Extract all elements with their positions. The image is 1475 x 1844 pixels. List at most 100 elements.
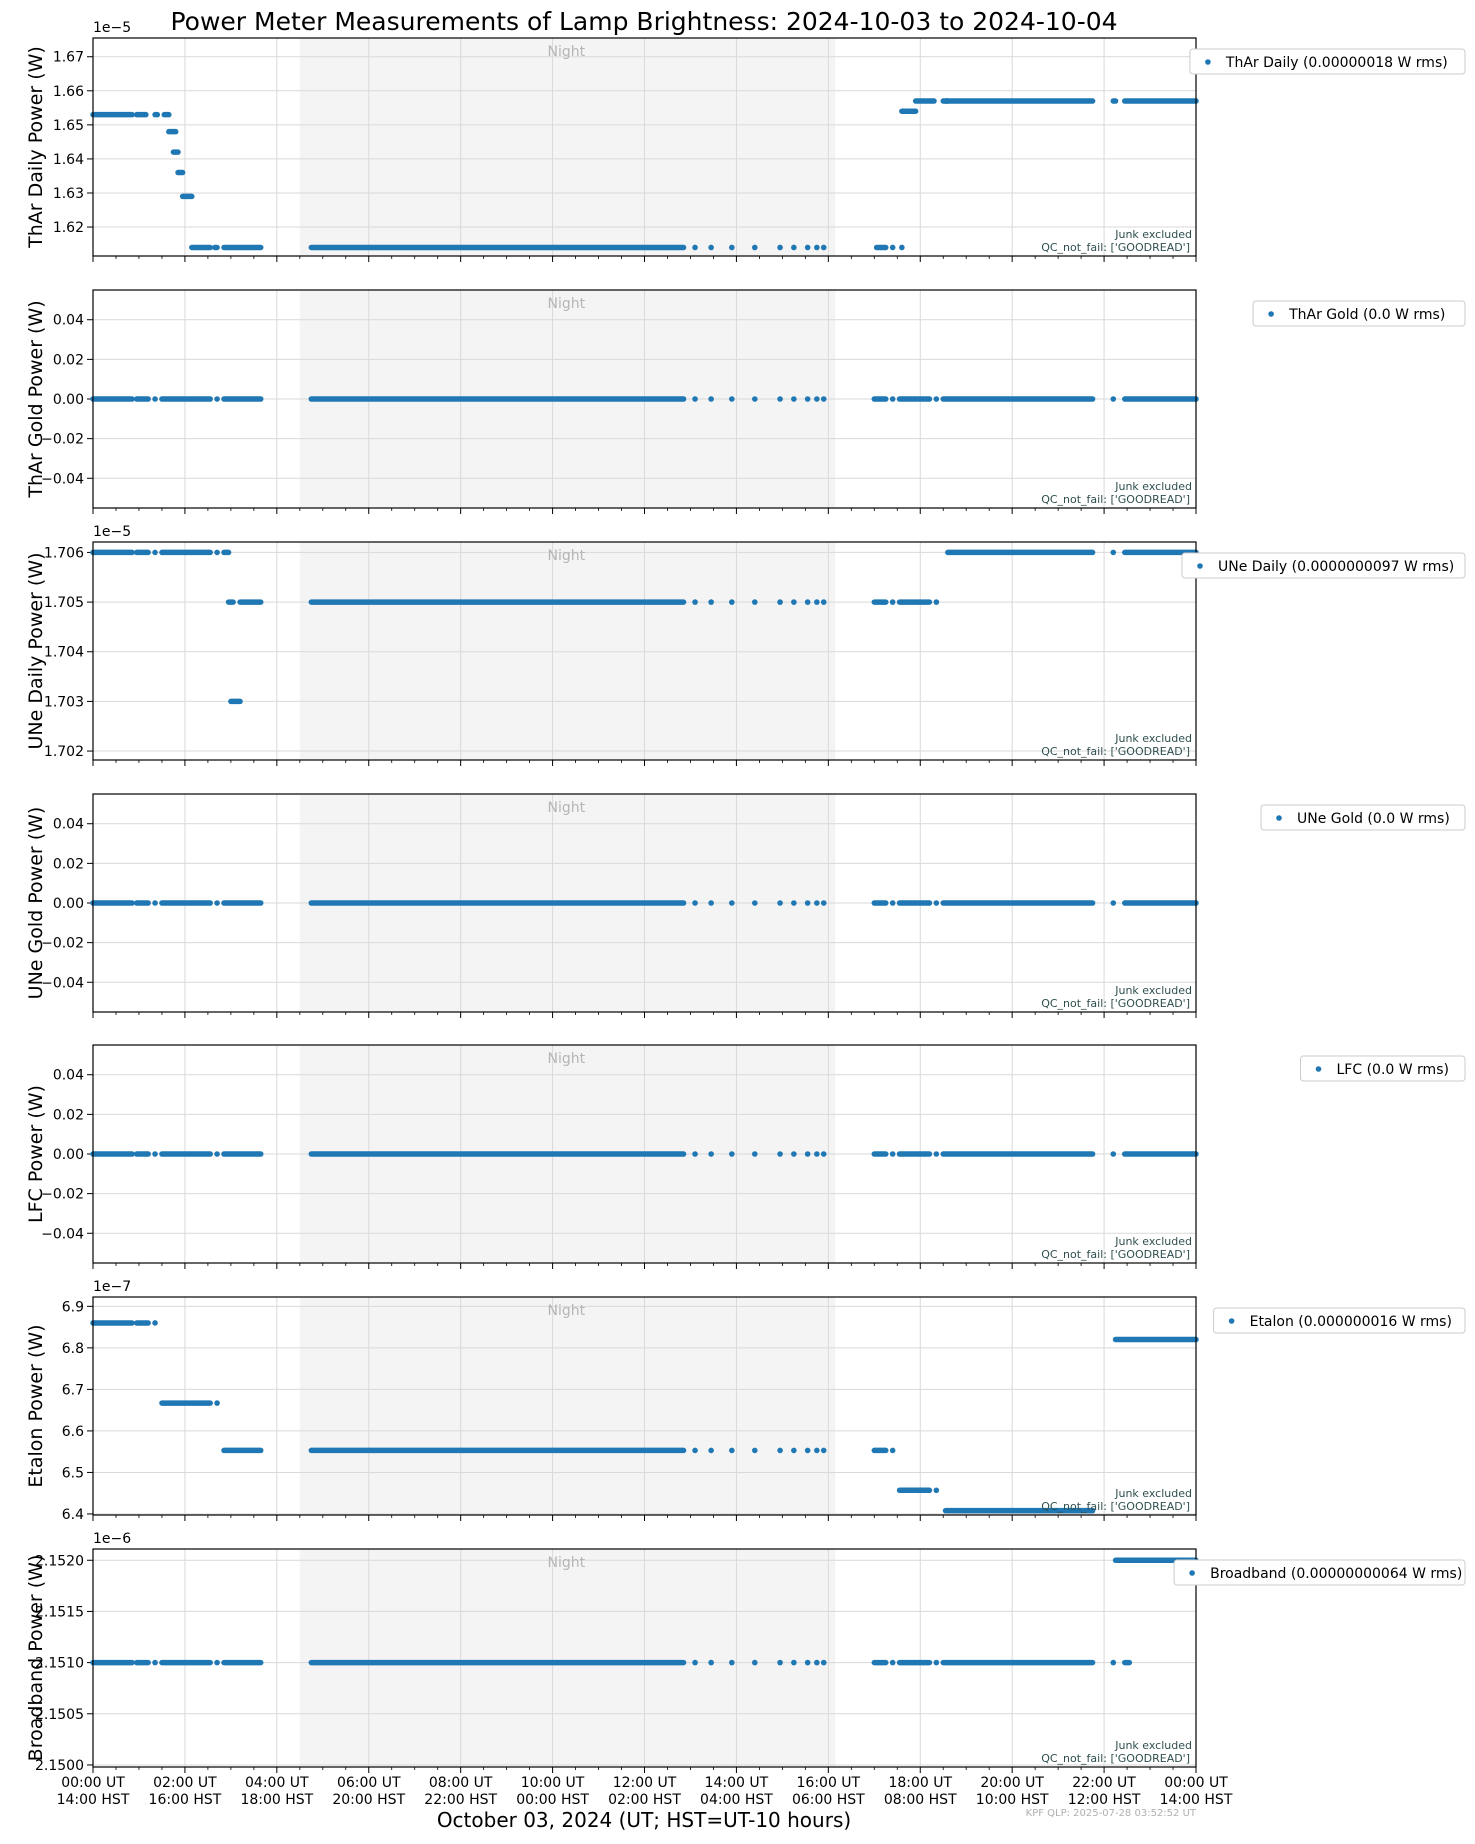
y-axis-multiplier: 1e−5 <box>93 20 131 36</box>
legend-label: UNe Gold (0.0 W rms) <box>1297 811 1450 827</box>
y-tick-label: 6.5 <box>62 1465 84 1481</box>
y-tick-label: −0.04 <box>41 975 84 991</box>
data-point <box>752 900 758 906</box>
y-tick-label: 0.02 <box>53 1107 84 1123</box>
legend-box <box>1181 552 1466 579</box>
junk-excluded-note: Junk excluded <box>1114 1235 1192 1248</box>
legend-box <box>1252 300 1466 327</box>
axes-frame <box>92 1044 1197 1264</box>
y-axis-label: ThAr Daily Power (W) <box>25 46 47 249</box>
night-band <box>299 1549 836 1767</box>
data-point <box>152 900 158 906</box>
axes-frame <box>92 1548 1197 1768</box>
data-point <box>1110 1151 1117 1157</box>
legend-marker <box>1315 1066 1322 1072</box>
legend-marker <box>1228 1318 1235 1324</box>
legend-box <box>1189 48 1466 75</box>
data-point <box>791 1447 797 1454</box>
data-point <box>729 900 735 906</box>
x-tick-label-hst: 22:00 HST <box>424 1792 497 1808</box>
data-point <box>729 396 735 402</box>
x-tick-label-hst: 12:00 HST <box>1068 1792 1141 1808</box>
panels: 1.62 1.63 1.64 1.65 1.66 1.67 Night Junk exclud… <box>25 20 1466 1774</box>
data-point <box>214 549 220 556</box>
x-tick-label-ut: 02:00 UT <box>153 1775 217 1791</box>
legend-marker <box>1268 311 1274 317</box>
data-point <box>791 900 797 906</box>
data-point <box>777 900 783 906</box>
data-point <box>933 1487 940 1494</box>
data-point <box>692 900 698 906</box>
x-tick-label-hst: 18:00 HST <box>240 1792 313 1808</box>
y-tick-label: 6.4 <box>62 1507 84 1523</box>
data-point <box>708 1151 714 1157</box>
legend-label: UNe Daily (0.0000000097 W rms) <box>1218 559 1454 575</box>
x-tick-label-hst: 10:00 HST <box>976 1792 1049 1808</box>
y-tick-label: 1.705 <box>44 595 84 611</box>
y-tick-label: −0.02 <box>41 432 84 448</box>
x-tick-label-ut: 16:00 UT <box>797 1775 861 1791</box>
axes-frame <box>92 1296 1197 1516</box>
data-point <box>152 1659 158 1666</box>
y-tick-label: 0.04 <box>53 817 84 833</box>
x-tick-label-ut: 10:00 UT <box>521 1775 585 1791</box>
panel-4: −0.04 −0.02 0.00 0.02 0.04 Night Junk excluded… <box>25 793 1466 1018</box>
data-point <box>804 396 811 402</box>
data-point <box>820 1447 827 1454</box>
data-point <box>708 396 714 402</box>
data-point <box>152 549 158 556</box>
data-point <box>933 599 940 605</box>
x-tick-label-ut: 06:00 UT <box>337 1775 401 1791</box>
data-point <box>814 1659 820 1666</box>
axes-frame <box>92 289 1197 509</box>
x-tick-label-hst: 16:00 HST <box>149 1792 222 1808</box>
panel-7: 2.1500 2.1505 2.1510 2.1515 2.1520 Night Junk … <box>25 1531 1466 1774</box>
night-label: Night <box>548 1303 586 1319</box>
data-point <box>791 244 797 251</box>
y-axis-label: ThAr Gold Power (W) <box>25 300 47 498</box>
qc-filter-note: QC_not_fail: ['GOODREAD'] <box>1041 493 1190 506</box>
data-point <box>889 244 896 251</box>
y-tick-label: 2.1520 <box>35 1553 84 1569</box>
data-point <box>152 396 158 402</box>
y-tick-label: 1.67 <box>53 50 84 66</box>
data-point <box>933 900 940 906</box>
y-axis-label: UNe Gold Power (W) <box>25 807 47 1000</box>
data-point <box>791 1151 797 1157</box>
night-label: Night <box>548 548 586 564</box>
data-point <box>708 1659 714 1666</box>
y-tick-label: 1.63 <box>53 186 84 202</box>
data-point <box>729 1659 735 1666</box>
data-point <box>889 1447 896 1454</box>
data-point <box>1110 549 1117 556</box>
data-point <box>820 1151 827 1157</box>
y-tick-label: 0.04 <box>53 1068 84 1084</box>
data-point <box>152 1151 158 1157</box>
y-tick-label: 1.703 <box>44 694 84 710</box>
legend-marker <box>1197 563 1203 569</box>
y-tick-label: −0.04 <box>41 471 84 487</box>
junk-excluded-note: Junk excluded <box>1114 228 1192 241</box>
y-tick-label: 1.66 <box>53 84 84 100</box>
data-point <box>820 396 827 402</box>
data-point <box>889 900 896 906</box>
axes-frame <box>92 37 1197 257</box>
data-point <box>804 1447 811 1454</box>
x-tick-label-ut: 00:00 UT <box>61 1775 125 1791</box>
data-point <box>1110 1659 1117 1666</box>
x-tick-label-ut: 18:00 UT <box>888 1775 952 1791</box>
data-point <box>889 599 896 605</box>
data-point <box>1110 396 1117 402</box>
data-point <box>777 244 783 251</box>
data-point <box>777 1447 783 1454</box>
night-label: Night <box>548 296 586 312</box>
data-point <box>820 244 827 251</box>
data-point <box>152 1320 158 1326</box>
night-label: Night <box>548 800 586 816</box>
panel-3: 1.702 1.703 1.704 1.705 1.706 Night Junk exclu… <box>25 524 1466 766</box>
x-tick-label-ut: 04:00 UT <box>245 1775 309 1791</box>
y-axis-label: Etalon Power (W) <box>25 1324 47 1487</box>
data-point <box>752 599 758 605</box>
